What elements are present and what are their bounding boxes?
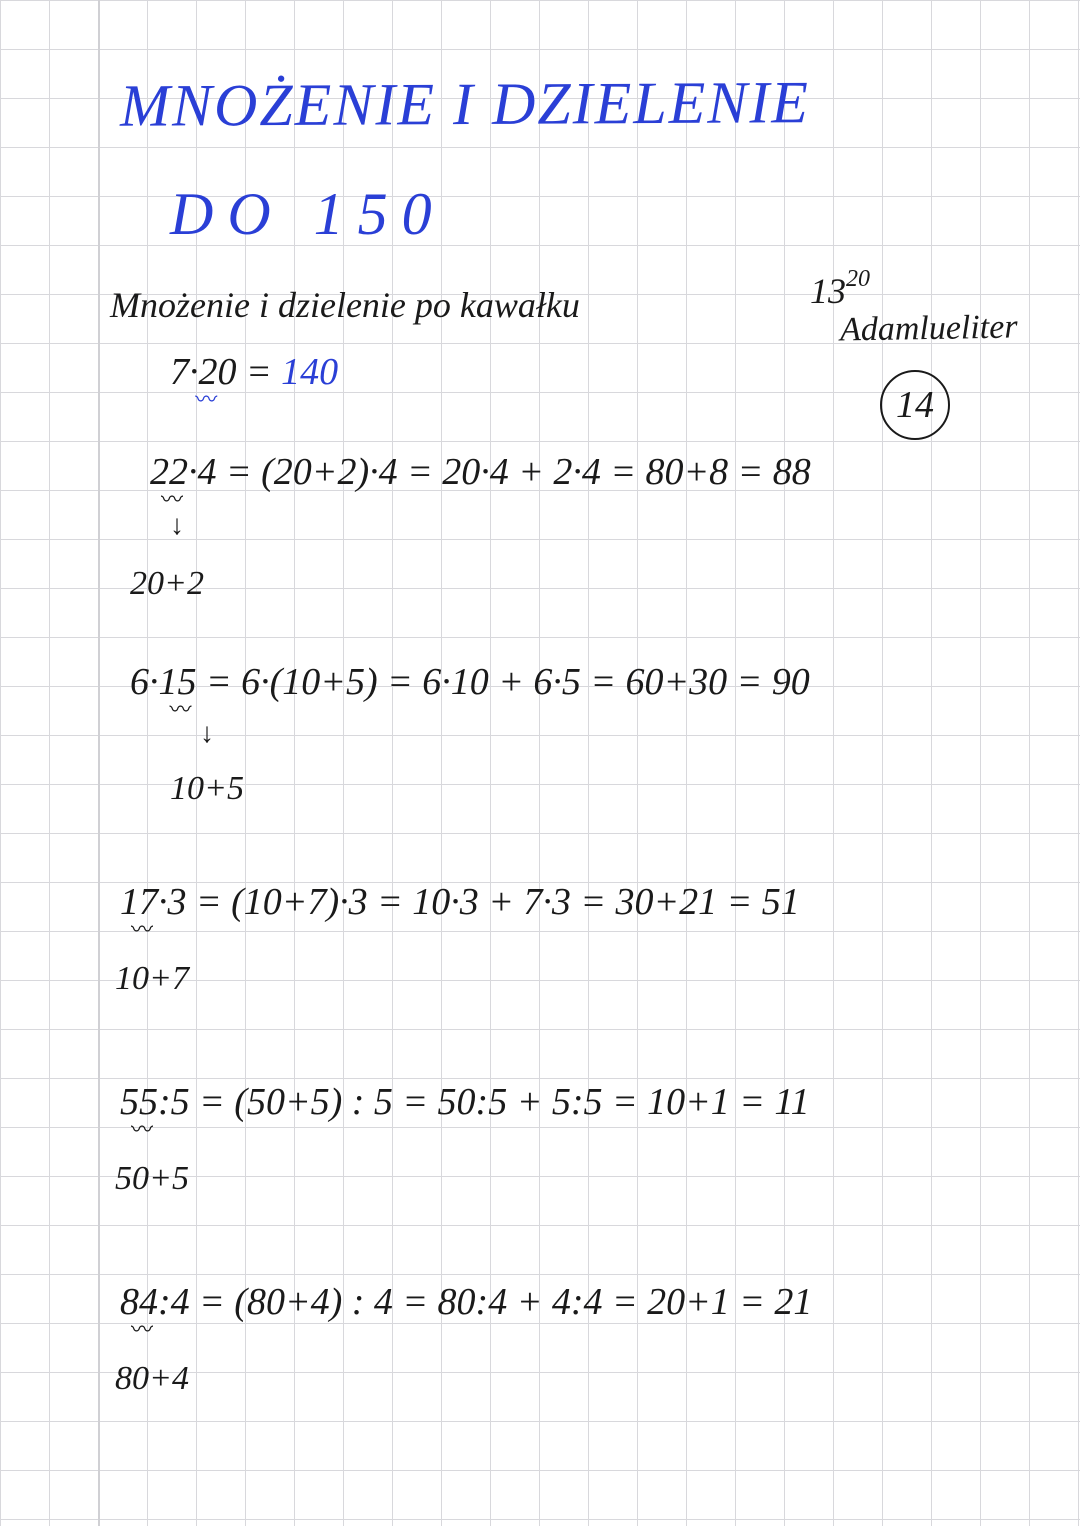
- time-main: 13: [810, 271, 846, 311]
- eq6-lhs: 84: [120, 1280, 158, 1326]
- circled-number: 14: [880, 370, 950, 440]
- eq1-answer: 140: [281, 351, 338, 393]
- equation-5: 55:5 = (50+5) : 5 = 50:5 + 5:5 = 10+1 = …: [120, 1080, 810, 1126]
- author-name: Adamlueliter: [840, 308, 1018, 349]
- eq6-rest: :4 = (80+4) : 4 = 80:4 + 4:4 = 20+1 = 21: [158, 1281, 812, 1323]
- eq2-arrow-icon: ↓: [170, 510, 184, 542]
- title-line-1: MNOŻENIE I DZIELENIE: [120, 68, 810, 141]
- eq3-decomp: 10+5: [170, 770, 244, 808]
- equation-3: 6·15 = 6·(10+5) = 6·10 + 6·5 = 60+30 = 9…: [130, 660, 810, 706]
- eq6-decomp: 80+4: [115, 1360, 189, 1398]
- eq3-prefix: 6·: [130, 661, 159, 703]
- eq1-lhs: 7·20: [170, 350, 237, 396]
- eq5-decomp: 50+5: [115, 1160, 189, 1198]
- time-annotation: 1320: [810, 270, 870, 312]
- subtitle: Mnożenie i dzielenie po kawałku: [110, 284, 580, 326]
- eq2-lhs: 22: [150, 450, 188, 496]
- equation-6: 84:4 = (80+4) : 4 = 80:4 + 4:4 = 20+1 = …: [120, 1280, 812, 1326]
- eq4-rest: ·3 = (10+7)·3 = 10·3 + 7·3 = 30+21 = 51: [158, 881, 800, 923]
- equation-1: 7·20 = 140: [170, 350, 338, 396]
- eq3-lhs: 15: [159, 660, 197, 706]
- eq2-rest: ·4 = (20+2)·4 = 20·4 + 2·4 = 80+8 = 88: [188, 451, 811, 493]
- equation-2: 22·4 = (20+2)·4 = 20·4 + 2·4 = 80+8 = 88: [150, 450, 811, 496]
- equation-4: 17·3 = (10+7)·3 = 10·3 + 7·3 = 30+21 = 5…: [120, 880, 800, 926]
- eq3-arrow-icon: ↓: [200, 718, 214, 750]
- title-line-2: DO 150: [170, 180, 446, 249]
- eq5-lhs: 55: [120, 1080, 158, 1126]
- time-sup: 20: [846, 266, 870, 292]
- eq3-rest: = 6·(10+5) = 6·10 + 6·5 = 60+30 = 90: [197, 661, 810, 703]
- eq5-rest: :5 = (50+5) : 5 = 50:5 + 5:5 = 10+1 = 11: [158, 1081, 810, 1123]
- margin-line: [98, 0, 100, 1526]
- eq2-decomp: 20+2: [130, 565, 204, 603]
- eq4-decomp: 10+7: [115, 960, 189, 998]
- eq4-lhs: 17: [120, 880, 158, 926]
- eq1-eq: =: [237, 351, 282, 393]
